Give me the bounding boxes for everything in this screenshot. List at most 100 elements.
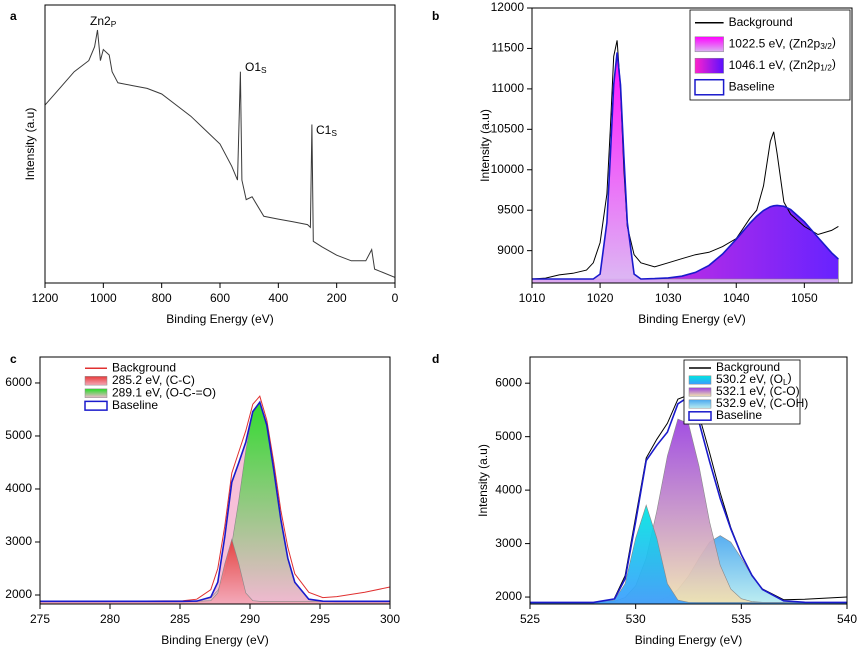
axis-frame (39, 356, 391, 605)
plot-area (40, 395, 390, 604)
axis-frame (531, 7, 853, 284)
y-tick-label: 6000 (495, 375, 522, 389)
legend-label-part: Baseline (729, 79, 775, 93)
legend-label-part: ) (832, 35, 836, 49)
legend-swatch (694, 36, 724, 53)
peak-annotation: O1S (245, 60, 267, 75)
y-tick-label: 10000 (491, 162, 525, 176)
legend-label-part: ) (788, 371, 792, 385)
y-tick-label: 9500 (497, 202, 524, 216)
envelope-fill (40, 402, 390, 604)
x-tick-label: 275 (30, 612, 50, 626)
x-tick-label: 800 (152, 291, 172, 305)
x-tick-label: 295 (310, 612, 330, 626)
x-tick-label: 530 (626, 612, 646, 626)
x-tick-label: 200 (327, 291, 347, 305)
legend-label-part: Baseline (716, 408, 762, 422)
legend-label: 1046.1 eV, (Zn2p1/2) (729, 57, 836, 73)
peak-annotation: C1S (316, 123, 337, 138)
legend-label-part: L (783, 377, 788, 387)
peak-annotation-part: P (111, 19, 117, 29)
spectrum-line (532, 40, 839, 280)
legend-label: 532.9 eV, (C-OH) (716, 396, 808, 410)
legend-label: 1022.5 eV, (Zn2p3/2) (729, 35, 836, 51)
x-tick-label: 0 (392, 291, 399, 305)
y-tick-label: 3000 (5, 534, 32, 548)
x-tick-label: 300 (380, 612, 400, 626)
plot-area (530, 394, 847, 604)
legend-label-part: Background (112, 360, 176, 374)
y-axis-title: Intensity (a.u) (23, 108, 37, 181)
x-axis-title: Binding Energy (eV) (635, 633, 742, 647)
legend-label: 530.2 eV, (OL) (716, 371, 792, 387)
legend-label: 285.2 eV, (C-C) (112, 373, 195, 387)
legend-label-part: 1046.1 eV, (Zn2p (729, 58, 821, 72)
legend-label-part: 532.1 eV, (C-O) (716, 384, 800, 398)
legend-label-part: 532.9 eV, (C-OH) (716, 396, 808, 410)
x-tick-label: 1200 (32, 291, 59, 305)
y-tick-label: 10500 (491, 121, 525, 135)
legend-swatch (688, 387, 712, 397)
x-tick-label: 525 (520, 612, 540, 626)
legend-label-part: 289.1 eV, (O-C-=O) (112, 385, 216, 399)
y-axis-title: Intensity (a.u) (478, 109, 492, 182)
panel-letter: c (10, 352, 17, 366)
y-tick-label: 11500 (492, 41, 525, 55)
x-tick-label: 1020 (587, 291, 614, 305)
plot-area (45, 29, 395, 278)
legend-label: Baseline (729, 79, 775, 93)
x-tick-label: 540 (837, 612, 857, 626)
peak-area (40, 401, 390, 604)
x-axis-title: Binding Energy (eV) (161, 633, 268, 647)
y-tick-label: 2000 (5, 587, 32, 601)
x-tick-label: 535 (731, 612, 751, 626)
peak-area (530, 418, 847, 604)
x-tick-label: 600 (210, 291, 230, 305)
axis-frame (529, 356, 848, 605)
x-tick-label: 1010 (519, 291, 546, 305)
legend-swatch (84, 400, 108, 411)
y-tick-label: 2000 (495, 589, 522, 603)
legend-label-part: 285.2 eV, (C-C) (112, 373, 195, 387)
legend-label: 532.1 eV, (C-O) (716, 384, 800, 398)
legend-swatch (694, 57, 724, 74)
legend-label-part: 1022.5 eV, (Zn2p (729, 36, 821, 50)
x-tick-label: 280 (100, 612, 120, 626)
y-tick-label: 9000 (497, 243, 524, 257)
y-tick-label: 5000 (5, 428, 32, 442)
panel-letter: b (432, 9, 439, 23)
legend-label-part: ) (832, 57, 836, 71)
x-axis-title: Binding Energy (eV) (166, 312, 273, 326)
x-tick-label: 290 (240, 612, 260, 626)
y-tick-label: 3000 (495, 536, 522, 550)
legend-label: 289.1 eV, (O-C-=O) (112, 385, 216, 399)
legend-label-part: 530.2 eV, (O (716, 372, 783, 386)
panel-letter: a (10, 9, 17, 23)
x-tick-label: 1050 (791, 291, 818, 305)
legend-label-part: Background (729, 15, 793, 29)
peak-annotation-part: S (331, 128, 337, 138)
plot-area (532, 40, 839, 283)
peak-annotation-part: O1 (245, 60, 261, 74)
legend-label-part: Baseline (112, 398, 158, 412)
x-tick-label: 1030 (655, 291, 682, 305)
spectrum-line (40, 395, 390, 602)
legend-label-part: 1/2 (820, 63, 832, 73)
peak-annotation-part: S (261, 65, 267, 75)
x-tick-label: 285 (170, 612, 190, 626)
legend-swatch (84, 376, 108, 386)
panel-letter: d (432, 352, 439, 366)
legend-swatch (688, 411, 712, 421)
legend-label: Background (729, 15, 793, 29)
legend-label: Background (112, 360, 176, 374)
y-tick-label: 5000 (495, 429, 522, 443)
legend-swatch (694, 78, 725, 96)
peak-annotation-part: Zn2 (90, 14, 111, 28)
y-tick-label: 12000 (491, 0, 525, 14)
x-tick-label: 1000 (90, 291, 117, 305)
x-tick-label: 1040 (723, 291, 750, 305)
y-tick-label: 4000 (495, 482, 522, 496)
y-tick-label: 6000 (5, 375, 32, 389)
legend-label-part: Background (716, 360, 780, 374)
